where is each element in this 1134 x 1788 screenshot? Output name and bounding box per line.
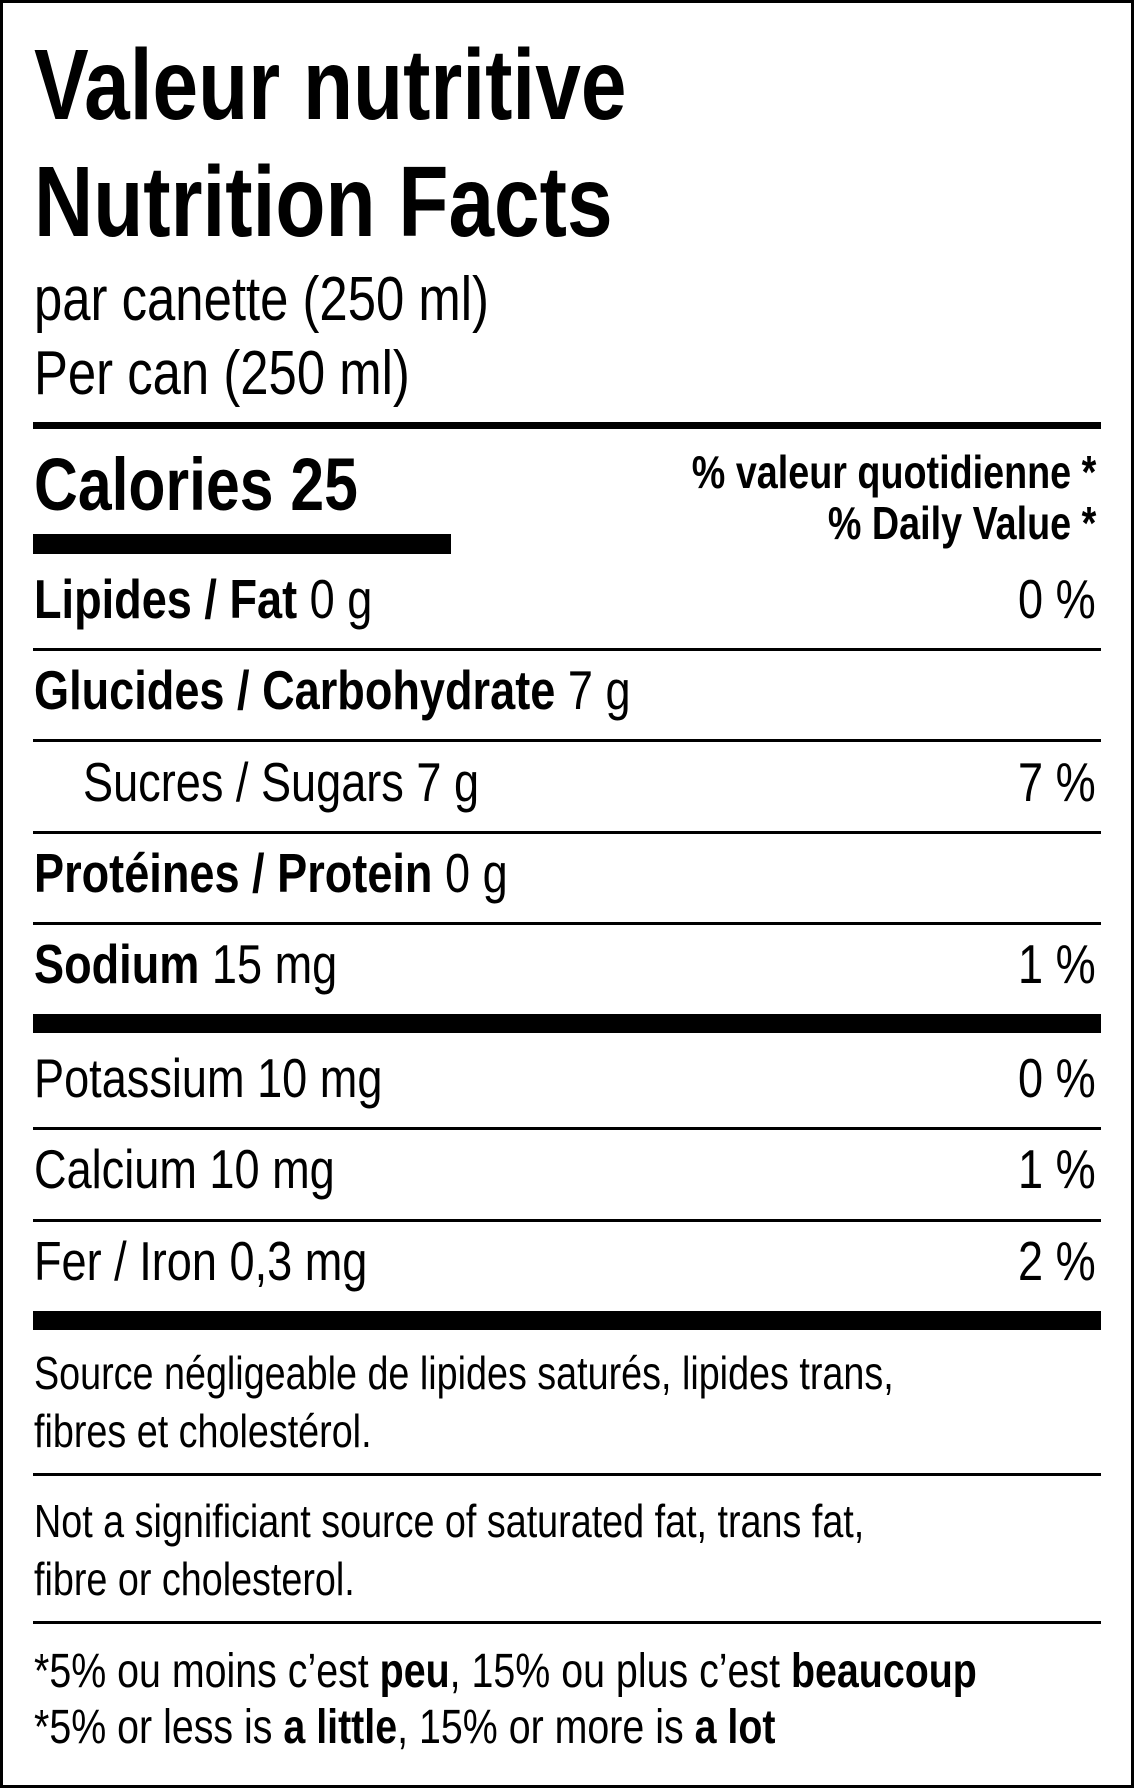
rule xyxy=(33,739,1101,742)
note-line: Source négligeable de lipides saturés, l… xyxy=(34,1347,894,1399)
footnote-bold: beaucoup xyxy=(790,1645,977,1698)
space xyxy=(555,659,568,721)
footnote-text: , 15% or more is xyxy=(397,1701,695,1754)
amount: 15 mg xyxy=(211,933,338,995)
footnote-bold: peu xyxy=(379,1645,450,1698)
rule xyxy=(33,831,1101,834)
nutrient-name: Lipides / Fat xyxy=(34,568,298,630)
note-line: fibres et cholestérol. xyxy=(34,1405,372,1457)
daily-value: 1 % xyxy=(1018,933,1096,995)
daily-value: 2 % xyxy=(1018,1230,1096,1292)
space xyxy=(199,933,212,995)
amount: 0 g xyxy=(309,568,373,630)
row-label: Protéines / Protein 0 g xyxy=(34,846,508,901)
title-en: Nutrition Facts xyxy=(34,146,613,258)
rule xyxy=(33,422,1101,429)
footnote-fr: *5% ou moins c’est peu, 15% ou plus c’es… xyxy=(34,1648,977,1696)
dv-header-en: % Daily Value * xyxy=(827,497,1096,549)
footnote-text: *5% or less is xyxy=(34,1701,284,1754)
note-line: Not a significiant source of saturated f… xyxy=(34,1495,865,1547)
rule xyxy=(33,1219,1101,1222)
note-en: Not a significiant source of saturated f… xyxy=(34,1492,864,1608)
row-label: Lipides / Fat 0 g xyxy=(34,572,372,627)
row-label: Glucides / Carbohydrate 7 g xyxy=(34,663,631,718)
serving-fr: par canette (250 ml) xyxy=(34,265,489,334)
mineral-label: Potassium 10 mg xyxy=(34,1047,383,1109)
note-line: fibre or cholesterol. xyxy=(34,1553,355,1605)
footnote-en: *5% or less is a little, 15% or more is … xyxy=(34,1704,776,1752)
footnote-bold: a lot xyxy=(694,1701,776,1754)
space xyxy=(297,568,310,630)
daily-value: 1 % xyxy=(1018,1138,1096,1200)
space xyxy=(432,842,445,904)
daily-value: 0 % xyxy=(1018,1047,1096,1109)
thick-rule xyxy=(33,1014,1101,1033)
footnote-text: , 15% ou plus c’est xyxy=(449,1645,791,1698)
nutrient-name: Sucres / Sugars 7 g xyxy=(83,751,480,813)
rule xyxy=(33,1473,1101,1476)
rule xyxy=(33,648,1101,651)
rule xyxy=(33,922,1101,925)
footnote-bold: a little xyxy=(283,1701,398,1754)
dv-header-fr: % valeur quotidienne * xyxy=(691,446,1096,498)
mineral-label: Calcium 10 mg xyxy=(34,1138,335,1200)
rule xyxy=(33,1127,1101,1130)
thick-rule xyxy=(33,1311,1101,1330)
rule xyxy=(33,1621,1101,1624)
mineral-label: Fer / Iron 0,3 mg xyxy=(34,1230,368,1292)
nutrient-name: Sodium xyxy=(34,933,200,995)
nutrient-name: Glucides / Carbohydrate xyxy=(34,659,556,721)
serving-en: Per can (250 ml) xyxy=(34,339,410,408)
daily-value: 0 % xyxy=(1018,568,1096,630)
note-fr: Source négligeable de lipides saturés, l… xyxy=(34,1344,894,1460)
calories: Calories 25 xyxy=(34,443,358,526)
title-fr: Valeur nutritive xyxy=(34,29,627,141)
nutrient-name: Protéines / Protein xyxy=(34,842,433,904)
row-label: Sucres / Sugars 7 g xyxy=(83,755,479,810)
amount: 7 g xyxy=(567,659,631,721)
footnote-text: *5% ou moins c’est xyxy=(34,1645,380,1698)
calorie-bar xyxy=(33,534,451,554)
daily-value: 7 % xyxy=(1018,751,1096,813)
row-label: Sodium 15 mg xyxy=(34,937,337,992)
amount: 0 g xyxy=(445,842,508,904)
